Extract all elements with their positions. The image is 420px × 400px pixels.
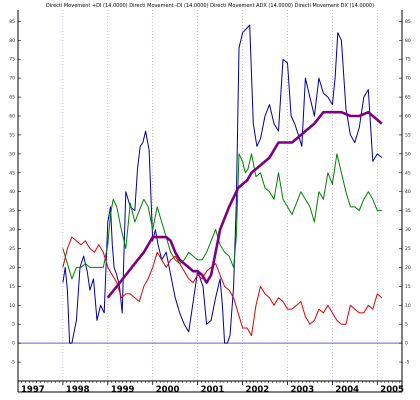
y-tick-label-right-60: 60 [405, 114, 411, 120]
y-tick-label-right-65: 65 [405, 95, 411, 101]
series-group [62, 24, 383, 344]
y-tick-label-right-55: 55 [405, 132, 411, 138]
y-tick-label-right-5: 5 [405, 322, 408, 328]
y-tick-label-right-70: 70 [405, 76, 411, 82]
y-tick-label-left-15: 15 [9, 284, 15, 290]
chart-title: Directi Movement +DI (14.0000) Directi M… [46, 3, 374, 9]
x-tick-label-2001: 2001 [201, 385, 225, 395]
y-tick-label-left-50: 50 [9, 151, 15, 157]
x-tick-label-1999: 1999 [111, 385, 135, 395]
y-tick-label-right-75: 75 [405, 57, 411, 63]
y-tick-label-right-25: 25 [405, 246, 411, 252]
series-line-4 [106, 110, 383, 299]
x-tick-label-2005: 2005 [380, 385, 404, 395]
series-line-1 [62, 24, 383, 344]
y-tick-label-right-85: 85 [405, 19, 411, 25]
y-tick-label-right-0: 0 [405, 341, 408, 347]
x-tick-label-2002: 2002 [246, 385, 270, 395]
y-tick-label-right-10: 10 [405, 303, 411, 309]
y-tick-label-right-40: 40 [405, 189, 411, 195]
y-tick-label-right-45: 45 [405, 170, 411, 176]
y-tick-label-left--5: -5 [11, 360, 16, 366]
y-tick-label-right-50: 50 [405, 151, 411, 157]
y-tick-label-left-10: 10 [9, 303, 15, 309]
y-tick-label-left-20: 20 [9, 265, 15, 271]
grid [18, 10, 402, 381]
y-tick-label-right-35: 35 [405, 208, 411, 214]
plot-frame [17, 10, 403, 393]
y-tick-label-right-20: 20 [405, 265, 411, 271]
y-tick-label-left-35: 35 [9, 208, 15, 214]
y-tick-label-left-45: 45 [9, 170, 15, 176]
y-tick-label-left-85: 85 [9, 19, 15, 25]
y-tick-label-left-55: 55 [9, 132, 15, 138]
series-line-2 [62, 153, 382, 280]
y-tick-label-left-80: 80 [9, 38, 15, 44]
y-tick-label-left-25: 25 [9, 246, 15, 252]
y-tick-label-right--5: -5 [405, 360, 410, 366]
y-tick-label-left-5: 5 [12, 322, 15, 328]
y-tick-label-left-65: 65 [9, 95, 15, 101]
y-tick-label-right-30: 30 [405, 227, 411, 233]
x-tick-label-2004: 2004 [335, 385, 359, 395]
y-tick-label-left-30: 30 [9, 227, 15, 233]
x-axis: 1997 1998 1999 2000 2001 2002 2003 2004 2005 [17, 381, 404, 395]
x-tick-label-1998: 1998 [66, 385, 90, 395]
x-tick-label-2003: 2003 [290, 385, 314, 395]
y-tick-label-right-15: 15 [405, 284, 411, 290]
x-tick-label-1997: 1997 [21, 385, 45, 395]
y-tick-label-left-70: 70 [9, 76, 15, 82]
y-tick-label-left-60: 60 [9, 114, 15, 120]
x-tick-label-2000: 2000 [156, 385, 180, 395]
y-tick-label-left-40: 40 [9, 189, 15, 195]
y-tick-label-right-80: 80 [405, 38, 411, 44]
y-tick-label-left-0: 0 [12, 341, 15, 347]
series-line-3 [62, 236, 383, 337]
y-tick-label-left-75: 75 [9, 57, 15, 63]
